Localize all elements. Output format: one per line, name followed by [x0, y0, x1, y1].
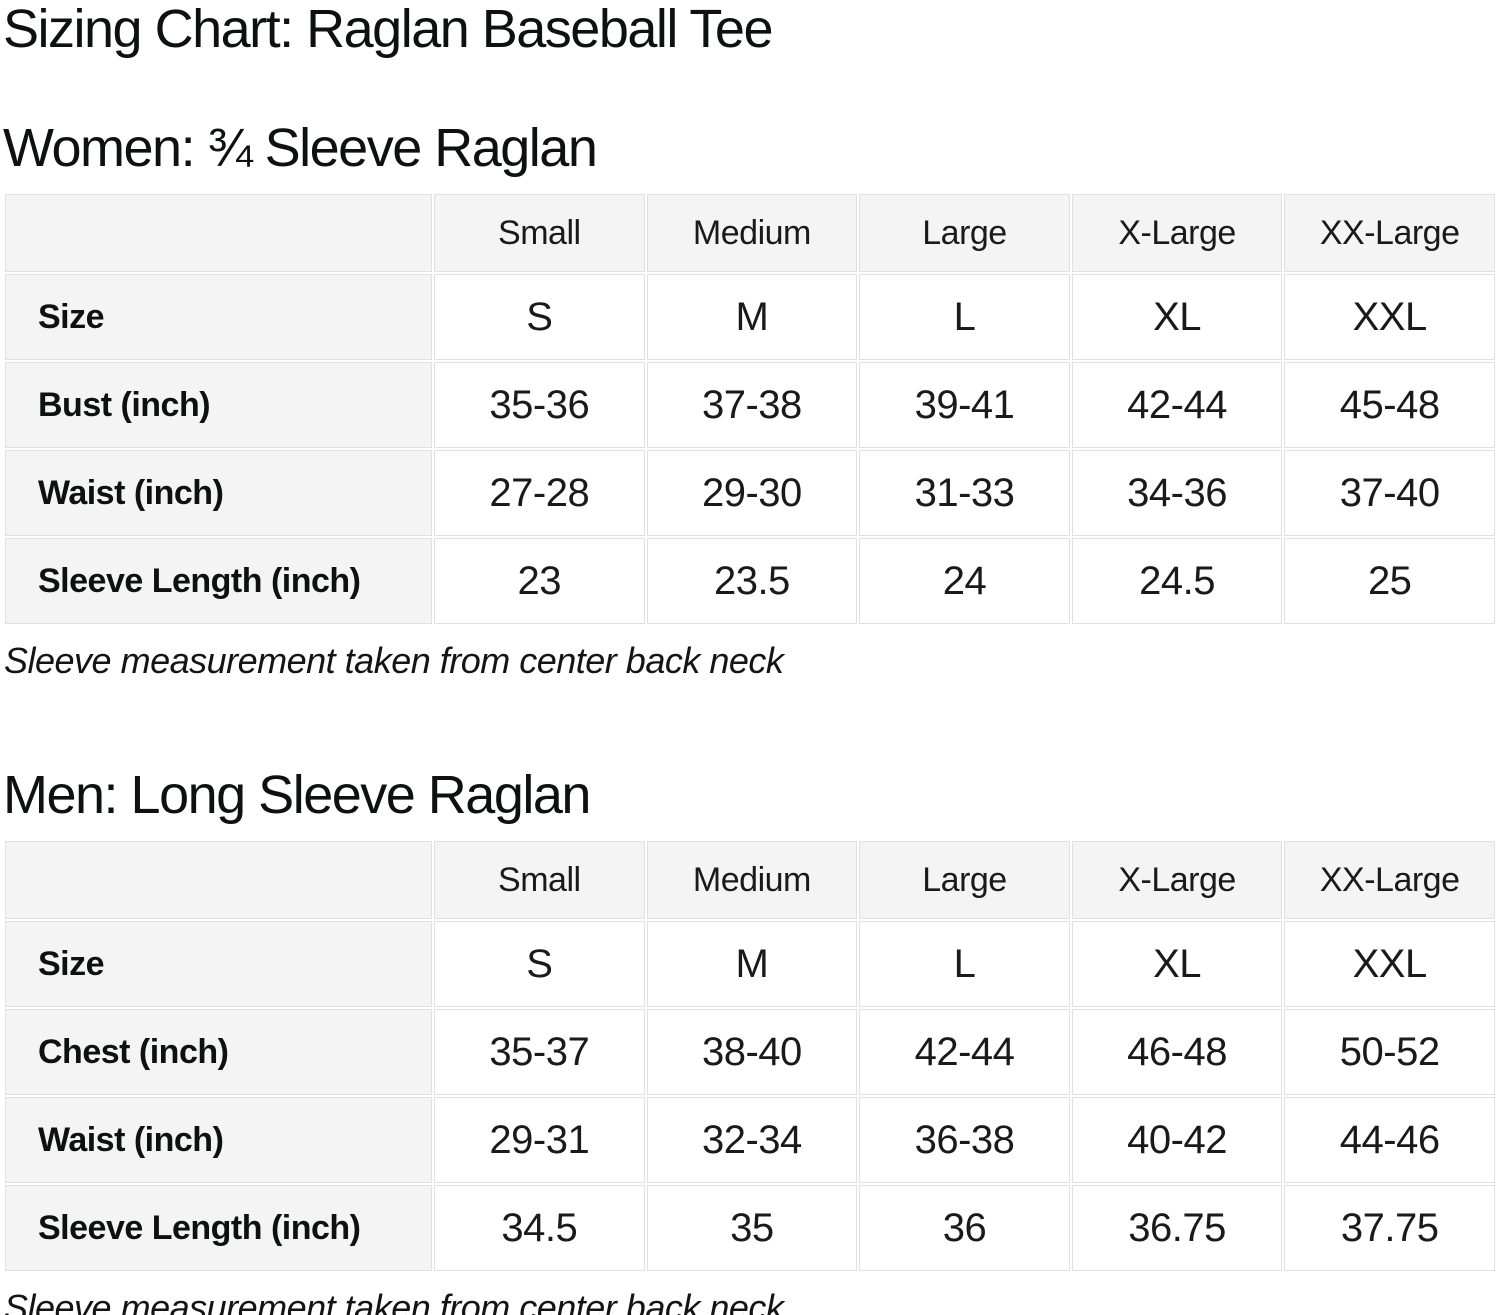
column-header-small: Small — [434, 194, 645, 273]
table-cell: L — [859, 274, 1070, 361]
table-row: Size S M L XL XXL — [5, 274, 1495, 361]
table-row: Bust (inch) 35-36 37-38 39-41 42-44 45-4… — [5, 362, 1495, 449]
men-section: Men: Long Sleeve Raglan Small Medium Lar… — [3, 768, 1497, 1315]
table-cell: 27-28 — [434, 450, 645, 537]
table-cell: 36.75 — [1071, 1185, 1283, 1272]
corner-cell — [5, 841, 432, 920]
men-section-heading: Men: Long Sleeve Raglan — [3, 765, 591, 826]
row-label-sleeve-length: Sleeve Length (inch) — [5, 1185, 432, 1272]
table-row: Waist (inch) 29-31 32-34 36-38 40-42 44-… — [5, 1097, 1495, 1184]
table-cell: S — [434, 921, 645, 1008]
men-size-table: Small Medium Large X-Large XX-Large Size… — [3, 839, 1497, 1273]
table-cell: 37-38 — [646, 362, 858, 449]
table-cell: 23.5 — [646, 538, 858, 625]
table-cell: 23 — [434, 538, 645, 625]
table-row: Sleeve Length (inch) 23 23.5 24 24.5 25 — [5, 538, 1495, 625]
column-header-large: Large — [859, 841, 1070, 920]
women-section: Women: ¾ Sleeve Raglan Small Medium Larg… — [3, 118, 1497, 682]
column-header-medium: Medium — [646, 194, 858, 273]
table-cell: 29-30 — [646, 450, 858, 537]
table-cell: 37-40 — [1284, 450, 1495, 537]
table-cell: 35-36 — [434, 362, 645, 449]
row-label-chest: Chest (inch) — [5, 1009, 432, 1096]
row-label-sleeve-length: Sleeve Length (inch) — [5, 538, 432, 625]
table-cell: 39-41 — [859, 362, 1070, 449]
table-cell: 35-37 — [434, 1009, 645, 1096]
page-title: Sizing Chart: Raglan Baseball Tee — [3, 0, 774, 59]
table-cell: 24.5 — [1071, 538, 1283, 625]
corner-cell — [5, 194, 432, 273]
table-row: Waist (inch) 27-28 29-30 31-33 34-36 37-… — [5, 450, 1495, 537]
table-row: Size S M L XL XXL — [5, 921, 1495, 1008]
column-header-x-large: X-Large — [1071, 194, 1283, 273]
table-cell: XXL — [1284, 274, 1495, 361]
table-cell: 50-52 — [1284, 1009, 1495, 1096]
row-label-waist: Waist (inch) — [5, 1097, 432, 1184]
table-row: Chest (inch) 35-37 38-40 42-44 46-48 50-… — [5, 1009, 1495, 1096]
table-cell: M — [646, 274, 858, 361]
table-row: Sleeve Length (inch) 34.5 35 36 36.75 37… — [5, 1185, 1495, 1272]
table-cell: 32-34 — [646, 1097, 858, 1184]
table-cell: L — [859, 921, 1070, 1008]
table-cell: 38-40 — [646, 1009, 858, 1096]
table-cell: XL — [1071, 274, 1283, 361]
table-cell: 44-46 — [1284, 1097, 1495, 1184]
table-cell: 42-44 — [1071, 362, 1283, 449]
table-header-row: Small Medium Large X-Large XX-Large — [5, 841, 1495, 920]
table-cell: 24 — [859, 538, 1070, 625]
table-cell: 35 — [646, 1185, 858, 1272]
column-header-x-large: X-Large — [1071, 841, 1283, 920]
table-cell: 36 — [859, 1185, 1070, 1272]
table-cell: 37.75 — [1284, 1185, 1495, 1272]
table-cell: 46-48 — [1071, 1009, 1283, 1096]
table-cell: 34.5 — [434, 1185, 645, 1272]
row-label-size: Size — [5, 274, 432, 361]
women-section-heading: Women: ¾ Sleeve Raglan — [3, 118, 598, 179]
column-header-large: Large — [859, 194, 1070, 273]
table-cell: 29-31 — [434, 1097, 645, 1184]
column-header-medium: Medium — [646, 841, 858, 920]
row-label-waist: Waist (inch) — [5, 450, 432, 537]
column-header-small: Small — [434, 841, 645, 920]
column-header-xx-large: XX-Large — [1284, 194, 1495, 273]
table-header-row: Small Medium Large X-Large XX-Large — [5, 194, 1495, 273]
row-label-size: Size — [5, 921, 432, 1008]
table-cell: 31-33 — [859, 450, 1070, 537]
table-cell: XXL — [1284, 921, 1495, 1008]
table-cell: 42-44 — [859, 1009, 1070, 1096]
table-cell: 45-48 — [1284, 362, 1495, 449]
sleeve-measurement-note: Sleeve measurement taken from center bac… — [4, 1287, 784, 1315]
table-cell: 36-38 — [859, 1097, 1070, 1184]
row-label-bust: Bust (inch) — [5, 362, 432, 449]
table-cell: S — [434, 274, 645, 361]
table-cell: 34-36 — [1071, 450, 1283, 537]
sleeve-measurement-note: Sleeve measurement taken from center bac… — [4, 640, 784, 682]
table-cell: M — [646, 921, 858, 1008]
table-cell: 25 — [1284, 538, 1495, 625]
table-cell: XL — [1071, 921, 1283, 1008]
table-cell: 40-42 — [1071, 1097, 1283, 1184]
column-header-xx-large: XX-Large — [1284, 841, 1495, 920]
women-size-table: Small Medium Large X-Large XX-Large Size… — [3, 192, 1497, 626]
